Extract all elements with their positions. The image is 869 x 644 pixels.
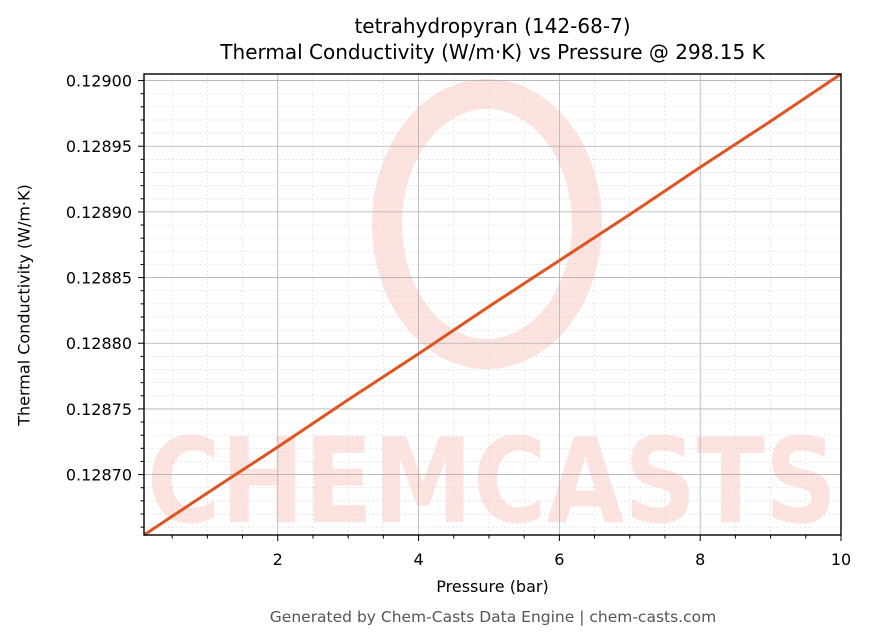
x-tick-label: 4	[413, 550, 423, 569]
x-tick-label: 2	[273, 550, 283, 569]
footer-credit: Generated by Chem-Casts Data Engine | ch…	[269, 608, 717, 626]
x-tick-label: 8	[695, 550, 705, 569]
y-tick-label: 0.12895	[66, 137, 132, 156]
y-tick-label: 0.12875	[66, 400, 132, 419]
axes: 2 4 6 8 10 0.12870 0.12875 0.12880 0.12885 0.1289…	[66, 72, 851, 569]
y-axis-label: Thermal Conductivity (W/m·K)	[14, 184, 34, 426]
x-axis-label: Pressure (bar)	[436, 577, 549, 596]
y-tick-label: 0.12900	[66, 72, 132, 91]
chart-subtitle: Thermal Conductivity (W/m·K) vs Pressure…	[220, 40, 765, 64]
watermark: CHEMCASTS	[147, 79, 837, 550]
y-tick-label: 0.12870	[66, 466, 132, 485]
x-tick-label: 6	[554, 550, 564, 569]
chart-title: tetrahydropyran (142-68-7)	[354, 14, 631, 38]
grid	[144, 74, 842, 535]
y-tick-label: 0.12880	[66, 334, 132, 353]
y-tick-label: 0.12890	[66, 203, 132, 222]
y-tick-label: 0.12885	[66, 269, 132, 288]
x-tick-label: 10	[831, 550, 851, 569]
svg-text:CHEMCASTS: CHEMCASTS	[147, 412, 837, 550]
data-line	[143, 72, 842, 537]
plot-frame	[143, 73, 842, 536]
